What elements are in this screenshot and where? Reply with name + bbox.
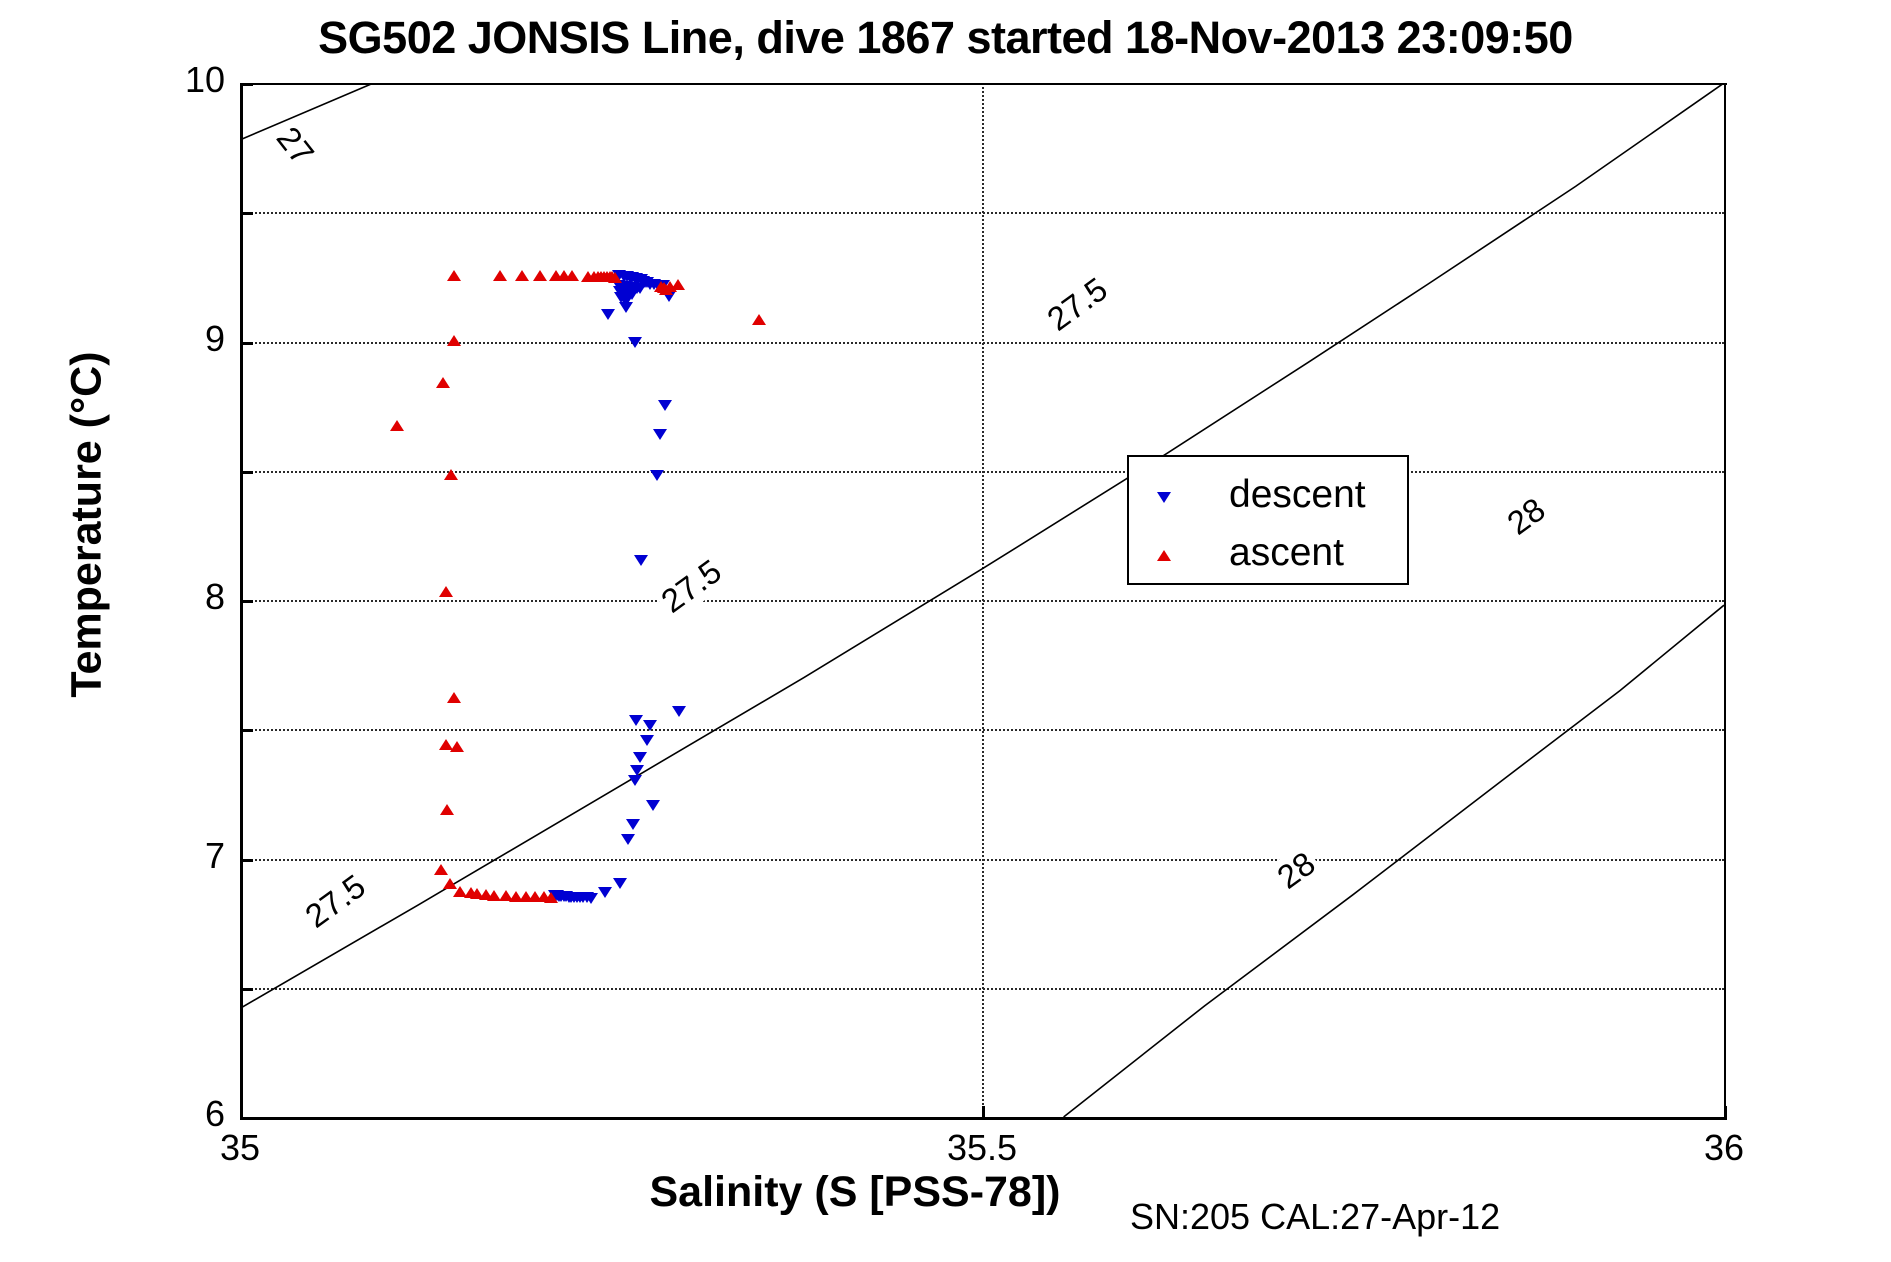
data-point-ascent (442, 878, 457, 890)
y-axis-tick (240, 341, 253, 345)
data-point-descent (650, 470, 664, 482)
x-axis-tick (240, 1106, 243, 1119)
y-axis-tick (240, 212, 253, 216)
y-tick-label: 7 (204, 834, 225, 876)
page-title: SG502 JONSIS Line, dive 1867 started 18-… (318, 12, 1573, 63)
data-point-descent (621, 834, 636, 846)
data-point-ascent (557, 270, 572, 282)
y-axis-tick (240, 83, 253, 86)
data-point-descent (646, 799, 661, 811)
legend-marker-triangle-down-icon (1153, 486, 1175, 504)
legend-marker-triangle-up-icon (1153, 544, 1175, 562)
data-point-ascent (444, 468, 459, 480)
data-point-descent (601, 308, 616, 320)
data-point-descent (629, 764, 644, 776)
y-tick-label: 10 (184, 59, 225, 100)
data-point-descent (643, 720, 658, 732)
data-point-descent (626, 819, 641, 831)
data-point-ascent (446, 692, 461, 704)
data-point-ascent (498, 890, 513, 902)
data-point-ascent (565, 270, 580, 282)
contour-line (240, 83, 374, 141)
data-point-ascent (446, 334, 461, 346)
y-tick-label: 8 (204, 576, 225, 617)
data-point-descent (627, 336, 642, 348)
x-axis-label: Salinity (S [PSS-78]) (649, 1168, 1061, 1216)
data-point-ascent (390, 420, 405, 432)
data-point-descent (634, 554, 649, 566)
data-point-ascent (663, 280, 678, 292)
x-tick-label: 36 (1703, 1127, 1745, 1168)
data-point-descent (661, 291, 676, 303)
data-point-ascent (435, 376, 450, 388)
data-point-descent (652, 428, 667, 440)
data-point-ascent (470, 888, 485, 900)
contour-line (240, 83, 1724, 1010)
data-point-ascent (492, 270, 507, 282)
data-point-ascent (532, 270, 547, 282)
data-point-ascent (608, 271, 623, 283)
y-axis-tick (240, 600, 253, 603)
data-point-ascent (514, 270, 529, 282)
y-axis-tick (240, 858, 253, 862)
data-point-descent (598, 887, 613, 899)
legend-label: descent (1229, 473, 1366, 516)
data-point-ascent (440, 804, 455, 816)
x-tick-label: 35.5 (946, 1127, 1018, 1168)
legend-item-descent[interactable]: descent (1153, 473, 1366, 517)
data-point-ascent (438, 739, 453, 751)
data-point-descent (629, 715, 644, 727)
contour-line (1063, 604, 1724, 1117)
data-point-ascent (549, 270, 564, 282)
x-tick-label: 35 (219, 1127, 261, 1168)
data-point-descent (632, 751, 647, 763)
y-axis-tick (240, 729, 253, 733)
sensor-annotation: SN:205 CAL:27-Apr-12 (1130, 1196, 1501, 1237)
data-point-ascent (446, 270, 461, 282)
data-point-ascent (452, 885, 467, 897)
data-point-ascent (518, 891, 533, 903)
data-point-descent (658, 399, 673, 411)
data-point-descent (618, 302, 633, 314)
y-axis-tick (240, 470, 253, 474)
legend-label: ascent (1229, 531, 1344, 574)
x-axis-tick (982, 1106, 985, 1119)
data-point-descent (612, 878, 627, 890)
y-axis-tick (240, 1117, 253, 1120)
data-point-descent (632, 283, 647, 295)
data-point-ascent (670, 279, 685, 291)
data-point-ascent (438, 586, 453, 598)
data-point-descent (583, 892, 598, 904)
data-point-ascent (543, 891, 558, 903)
data-point-ascent (528, 891, 543, 903)
data-point-ascent (479, 889, 494, 901)
data-point-ascent (486, 889, 501, 901)
x-axis-tick (1724, 1106, 1727, 1119)
gridline-vertical (982, 83, 984, 1117)
data-point-descent (620, 293, 635, 305)
y-axis-tick (240, 987, 253, 991)
legend (1127, 455, 1409, 585)
axis-top (240, 83, 1727, 85)
data-point-descent (640, 734, 655, 746)
data-point-ascent (509, 890, 524, 902)
axis-right (1724, 83, 1726, 1120)
legend-item-ascent[interactable]: ascent (1153, 531, 1344, 575)
data-point-descent (627, 774, 642, 786)
data-point-descent (671, 706, 686, 718)
data-point-ascent (434, 864, 449, 876)
y-tick-label: 9 (204, 317, 225, 359)
data-point-ascent (752, 314, 767, 326)
data-point-ascent (450, 740, 465, 752)
y-tick-label: 6 (204, 1093, 225, 1134)
